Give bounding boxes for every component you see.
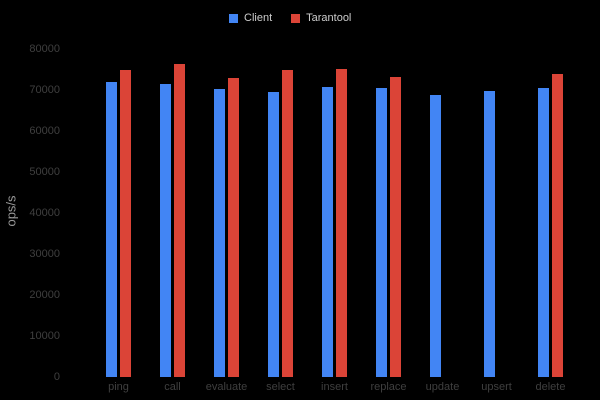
y-tick-label: 70000 bbox=[29, 83, 60, 96]
x-tick-label-update: update bbox=[425, 381, 460, 393]
x-tick-label-evaluate: evaluate bbox=[205, 381, 248, 393]
y-tick-label: 40000 bbox=[29, 206, 60, 219]
bar-tarantool-call bbox=[174, 64, 185, 377]
y-tick-label: 0 bbox=[53, 370, 60, 383]
x-tick-label-select: select bbox=[266, 381, 295, 393]
x-tick-label-call: call bbox=[164, 381, 181, 393]
bar-tarantool-insert bbox=[336, 68, 347, 377]
bar-client-delete bbox=[538, 88, 549, 377]
bar-client-ping bbox=[106, 81, 117, 377]
legend-swatch-client bbox=[229, 14, 238, 23]
bar-client-update bbox=[430, 95, 441, 377]
legend-label: Tarantool bbox=[306, 12, 352, 24]
y-tick-label: 10000 bbox=[29, 329, 60, 342]
bar-client-replace bbox=[376, 87, 387, 377]
x-tick-label-insert: insert bbox=[321, 381, 348, 393]
y-tick-label: 50000 bbox=[29, 165, 60, 178]
bar-tarantool-select bbox=[282, 69, 293, 377]
bar-client-call bbox=[160, 84, 171, 377]
bar-client-select bbox=[268, 92, 279, 377]
bar-tarantool-ping bbox=[120, 69, 131, 377]
y-tick-label: 20000 bbox=[29, 288, 60, 301]
y-tick-label: 30000 bbox=[29, 247, 60, 260]
x-tick-label-ping: ping bbox=[108, 381, 129, 393]
bar-client-upsert bbox=[484, 90, 495, 377]
y-tick-label: 80000 bbox=[29, 42, 60, 55]
bar-client-insert bbox=[322, 86, 333, 377]
bar-tarantool-replace bbox=[390, 76, 401, 377]
legend-item-tarantool[interactable]: Tarantool bbox=[291, 13, 351, 24]
legend-label: Client bbox=[244, 12, 273, 24]
legend-swatch-tarantool bbox=[291, 14, 301, 23]
x-tick-label-delete: delete bbox=[535, 381, 566, 393]
x-tick-label-upsert: upsert bbox=[481, 381, 512, 393]
legend-item-client[interactable]: Client bbox=[229, 13, 272, 24]
bar-tarantool-delete bbox=[552, 74, 563, 377]
y-tick-label: 60000 bbox=[29, 124, 60, 137]
bar-client-evaluate bbox=[214, 88, 225, 377]
bar-tarantool-evaluate bbox=[228, 78, 239, 377]
chart-legend: Client Tarantool bbox=[229, 13, 351, 24]
x-tick-label-replace: replace bbox=[370, 381, 407, 393]
